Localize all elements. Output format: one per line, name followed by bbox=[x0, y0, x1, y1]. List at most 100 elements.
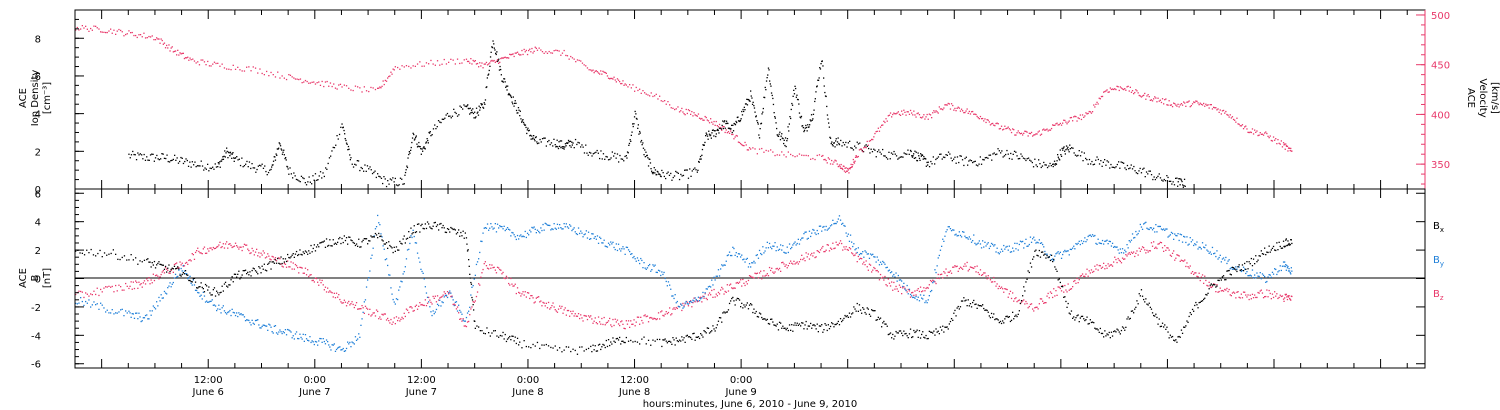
by-point bbox=[498, 227, 500, 229]
bz-point bbox=[701, 301, 703, 303]
by-point bbox=[644, 267, 646, 269]
by-point bbox=[1288, 268, 1290, 270]
velocity-point bbox=[810, 158, 812, 160]
bx-point bbox=[156, 264, 158, 266]
bx-point bbox=[108, 253, 110, 255]
by-point bbox=[589, 238, 591, 240]
by-point bbox=[832, 219, 834, 221]
velocity-point bbox=[1044, 129, 1046, 131]
ion-density-point bbox=[503, 78, 505, 80]
by-point bbox=[859, 252, 862, 255]
bx-point bbox=[239, 278, 241, 280]
velocity-point bbox=[1098, 97, 1100, 99]
by-point bbox=[824, 229, 826, 231]
by-point bbox=[834, 222, 836, 225]
by-point bbox=[1286, 267, 1289, 269]
by-point bbox=[1270, 276, 1272, 278]
by-point bbox=[1170, 231, 1173, 234]
ion-density-point bbox=[186, 159, 188, 162]
bz-point bbox=[435, 301, 438, 303]
by-point bbox=[969, 238, 972, 240]
velocity-point bbox=[98, 28, 100, 30]
velocity-point bbox=[898, 113, 901, 116]
velocity-point bbox=[992, 122, 994, 125]
bx-point bbox=[597, 344, 600, 346]
bz-point bbox=[645, 315, 647, 318]
bz-point bbox=[439, 297, 441, 299]
bz-point bbox=[1141, 246, 1144, 248]
ion-density-point bbox=[953, 158, 955, 160]
ion-density-point bbox=[663, 175, 665, 178]
bz-point bbox=[596, 323, 599, 325]
ion-density-point bbox=[577, 141, 579, 144]
by-point bbox=[954, 234, 956, 236]
bz-point bbox=[1163, 250, 1165, 252]
bz-point bbox=[299, 266, 301, 268]
ion-density-point bbox=[1003, 155, 1006, 157]
bx-point bbox=[428, 223, 430, 225]
velocity-point bbox=[1204, 105, 1206, 107]
bz-point bbox=[85, 292, 87, 294]
by-point bbox=[1279, 265, 1281, 267]
ion-density-point bbox=[1073, 152, 1075, 154]
velocity-point bbox=[441, 63, 443, 65]
by-point bbox=[461, 313, 463, 315]
ion-density-point bbox=[949, 153, 951, 155]
velocity-point bbox=[123, 35, 125, 37]
bx-point bbox=[891, 337, 893, 339]
velocity-point bbox=[171, 46, 173, 48]
ion-density-point bbox=[996, 153, 998, 155]
bx-point bbox=[418, 223, 420, 225]
bz-point bbox=[1146, 249, 1148, 251]
ion-density-point bbox=[158, 159, 160, 161]
by-point bbox=[1126, 244, 1128, 246]
bz-point bbox=[792, 263, 794, 265]
bz-point bbox=[959, 266, 962, 268]
bz-point bbox=[851, 252, 853, 254]
ion-density-point bbox=[785, 145, 787, 148]
bz-point bbox=[408, 311, 410, 314]
bz-point bbox=[942, 277, 944, 279]
bz-point bbox=[189, 259, 191, 261]
by-point bbox=[319, 337, 321, 340]
by-point bbox=[1032, 238, 1034, 240]
ion-density-point bbox=[410, 146, 412, 149]
bz-point bbox=[226, 241, 228, 243]
velocity-point bbox=[459, 62, 461, 65]
bx-point bbox=[711, 330, 713, 332]
bz-point bbox=[917, 288, 919, 290]
bz-point bbox=[1226, 287, 1228, 290]
bx-point bbox=[310, 244, 312, 247]
ion-density-point bbox=[1120, 161, 1122, 163]
by-point bbox=[623, 248, 625, 250]
bz-point bbox=[632, 323, 634, 325]
ion-density-point bbox=[796, 94, 798, 96]
by-point bbox=[169, 282, 171, 284]
velocity-point bbox=[1186, 101, 1188, 103]
ion-density-point bbox=[696, 171, 698, 173]
bz-point bbox=[415, 304, 418, 306]
bz-point bbox=[1057, 286, 1059, 288]
bz-point bbox=[473, 301, 475, 303]
bz-point bbox=[334, 297, 337, 299]
velocity-point bbox=[1038, 130, 1040, 132]
bx-point bbox=[202, 288, 204, 290]
by-point bbox=[613, 246, 615, 249]
bx-point bbox=[750, 303, 752, 305]
by-point bbox=[347, 341, 349, 343]
velocity-point bbox=[1119, 86, 1121, 88]
bz-point bbox=[1171, 252, 1174, 254]
by-point bbox=[1115, 246, 1117, 248]
bx-point bbox=[698, 337, 701, 340]
by-point bbox=[630, 253, 632, 255]
ion-density-point bbox=[970, 160, 973, 162]
ion-density-point bbox=[262, 167, 265, 169]
by-point bbox=[904, 288, 906, 290]
by-point bbox=[1183, 235, 1185, 238]
bz-point bbox=[183, 265, 186, 267]
by-point bbox=[941, 245, 943, 247]
velocity-point bbox=[740, 143, 742, 145]
bz-point bbox=[815, 256, 817, 258]
bz-point bbox=[1183, 260, 1185, 262]
by-point bbox=[1124, 249, 1126, 251]
